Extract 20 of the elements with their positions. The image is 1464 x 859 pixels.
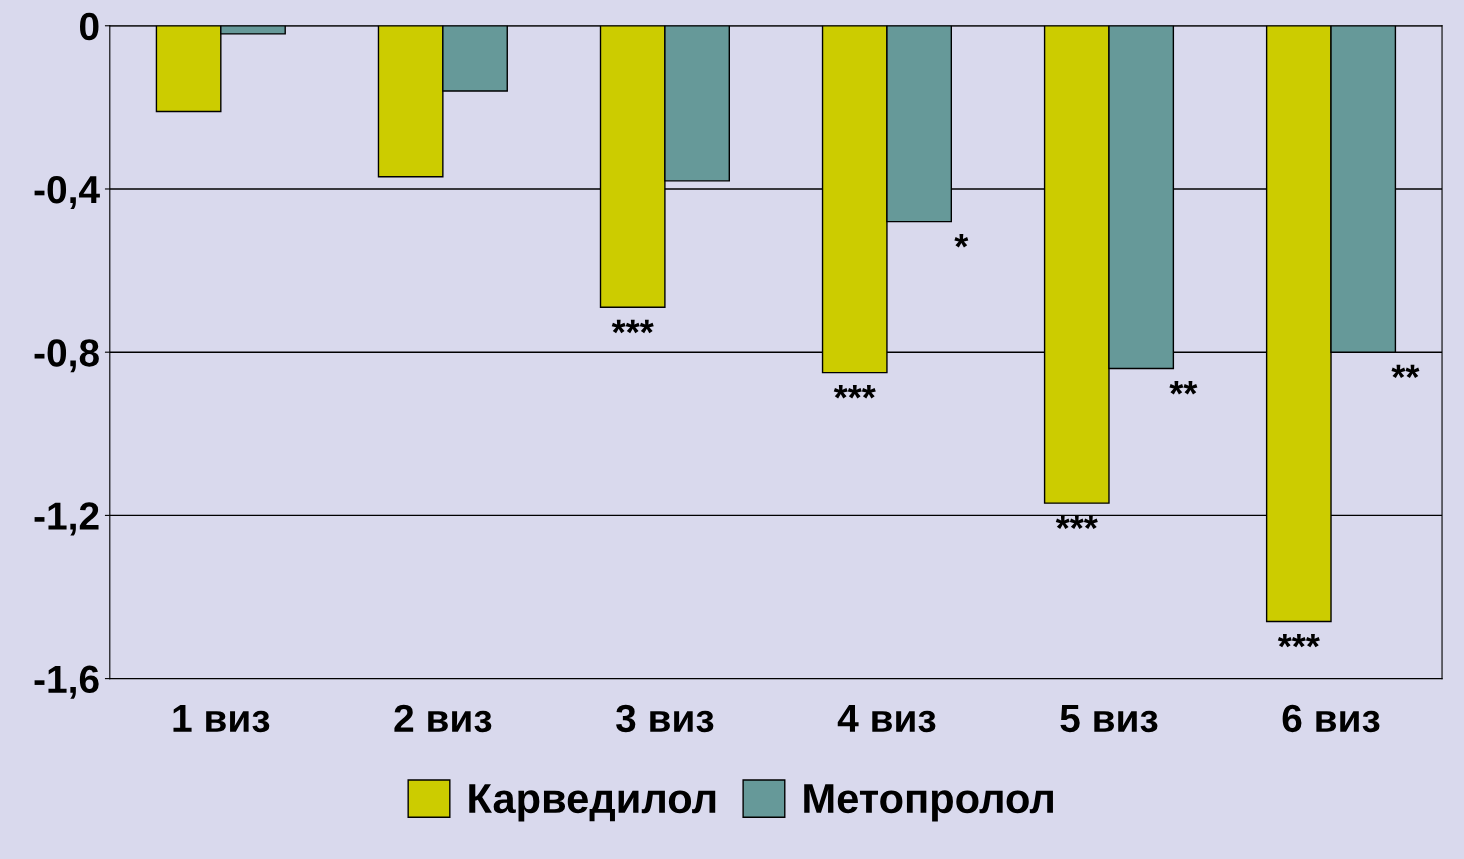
legend-label: Карведилол	[469, 784, 716, 822]
x-tick-label: 2 виз	[394, 704, 492, 733]
annotation: ***	[611, 319, 654, 334]
y-tick-label: -0,8	[34, 339, 99, 373]
y-tick-label: -1,6	[34, 665, 99, 699]
x-tick-label: 1 виз	[173, 705, 270, 733]
x-tick-label: 3 виз	[616, 704, 714, 733]
annotation: *	[954, 234, 969, 248]
y-tick-label: 0	[79, 12, 99, 41]
x-tick-label: 4 виз	[837, 705, 936, 733]
annotation: ***	[1277, 633, 1320, 648]
y-tick-label: -0,4	[34, 175, 100, 210]
annotation: ***	[1055, 515, 1098, 530]
legend-label: Метопролол	[804, 784, 1053, 822]
x-tick-label: 6 виз	[1282, 704, 1380, 733]
annotation: ***	[833, 385, 876, 399]
annotation: **	[1391, 364, 1420, 379]
annotation: **	[1169, 380, 1198, 395]
y-tick-label: -1,2	[34, 502, 99, 536]
x-tick-label: 5 виз	[1060, 705, 1158, 733]
